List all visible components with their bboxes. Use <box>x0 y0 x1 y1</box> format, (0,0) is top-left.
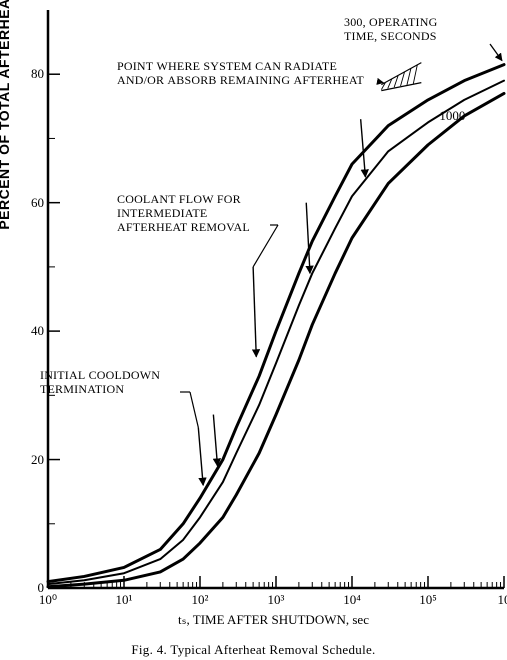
x-tick-label: 10⁴ <box>343 592 361 608</box>
x-tick-label: 10¹ <box>116 592 133 608</box>
x-axis-label: tₛ, TIME AFTER SHUTDOWN, sec <box>40 612 507 628</box>
y-tick-label: 80 <box>20 66 44 82</box>
y-tick-label: 0 <box>20 580 44 596</box>
x-axis-label-text: tₛ, TIME AFTER SHUTDOWN, sec <box>178 612 369 627</box>
x-tick-label: 10² <box>192 592 209 608</box>
figure: PERCENT OF TOTAL AFTERHEAT tₛ, TIME AFTE… <box>0 0 507 660</box>
annotation-initial: INITIAL COOLDOWNTERMINATION <box>40 369 160 397</box>
curve-label: 1000 <box>439 108 465 124</box>
figure-caption: Fig. 4. Typical Afterheat Removal Schedu… <box>0 642 507 658</box>
x-tick-label: 10⁵ <box>419 592 437 608</box>
annotation-coolant: COOLANT FLOW FORINTERMEDIATEAFTERHEAT RE… <box>117 193 250 234</box>
y-tick-label: 60 <box>20 195 44 211</box>
x-tick-label: 10 <box>498 592 507 608</box>
x-tick-label: 10³ <box>268 592 285 608</box>
y-tick-label: 40 <box>20 323 44 339</box>
annotation-op_time: 300, OPERATINGTIME, SECONDS <box>344 16 437 44</box>
y-tick-label: 20 <box>20 452 44 468</box>
y-axis-label: PERCENT OF TOTAL AFTERHEAT <box>0 0 12 250</box>
plot-svg <box>0 0 507 660</box>
annotation-radiate: POINT WHERE SYSTEM CAN RADIATEAND/OR ABS… <box>117 60 364 88</box>
